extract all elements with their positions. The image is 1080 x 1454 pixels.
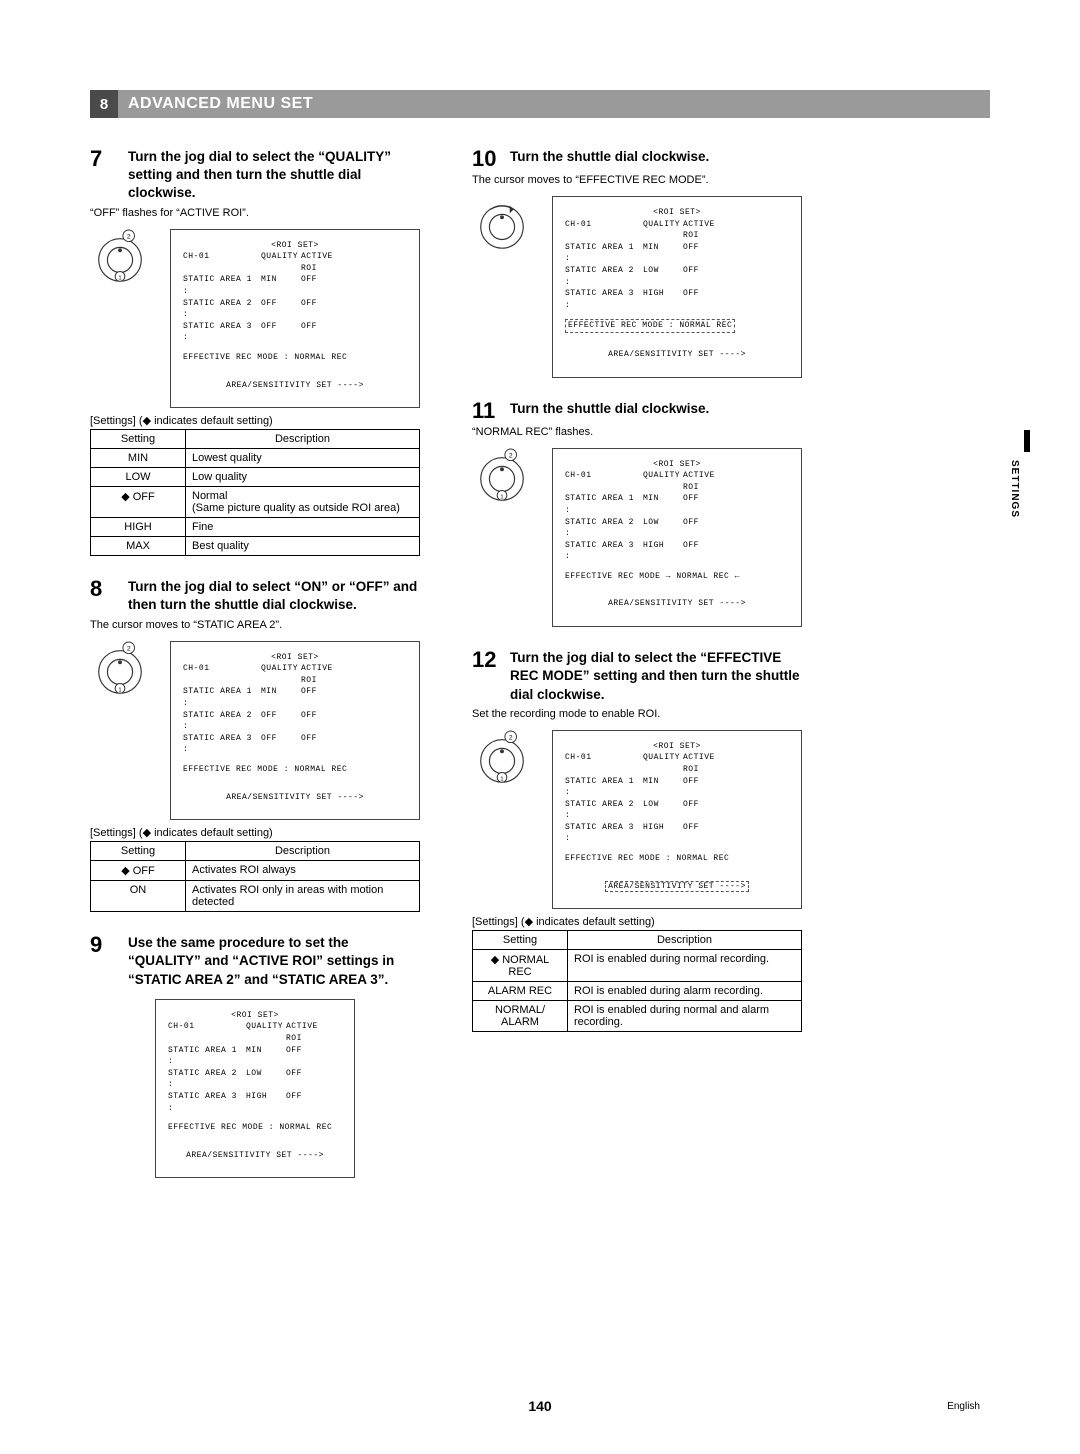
section-title: ADVANCED MENU SET [128, 95, 313, 113]
settings-table-8: SettingDescription ◆ OFFActivates ROI al… [90, 841, 420, 912]
svg-text:1: 1 [500, 776, 503, 782]
lcd-screen: <ROI SET> CH-01QUALITYACTIVE ROI STATIC … [552, 448, 802, 628]
step-description: The cursor moves to “EFFECTIVE REC MODE”… [472, 174, 802, 186]
step-12: 12 Turn the jog dial to select the “EFFE… [472, 649, 802, 1032]
step-number: 12 [472, 649, 500, 671]
table-caption: [Settings] (◆ indicates default setting) [472, 915, 802, 928]
right-column: 10 Turn the shuttle dial clockwise. The … [472, 148, 802, 1200]
jog-dial-icon: 21 [472, 730, 532, 788]
step-title: Turn the jog dial to select the “QUALITY… [128, 148, 420, 203]
svg-text:1: 1 [118, 275, 121, 281]
jog-dial-icon: 21 [90, 641, 150, 699]
lcd-screen: <ROI SET> CH-01QUALITYACTIVE ROI STATIC … [552, 730, 802, 910]
lcd-screen: <ROI SET> CH-01QUALITYACTIVE ROI STATIC … [155, 999, 355, 1179]
lcd-screen: <ROI SET> CH-01QUALITYACTIVE ROI STATIC … [170, 229, 420, 409]
language-label: English [947, 1401, 980, 1412]
step-number: 10 [472, 148, 500, 170]
page-number: 140 [0, 1398, 1080, 1414]
table-caption: [Settings] (◆ indicates default setting) [90, 414, 420, 427]
table-caption: [Settings] (◆ indicates default setting) [90, 826, 420, 839]
svg-text:1: 1 [500, 494, 503, 500]
jog-dial-icon: 21 [472, 448, 532, 506]
step-title: Turn the jog dial to select “ON” or “OFF… [128, 578, 420, 614]
shuttle-dial-icon [472, 196, 532, 254]
settings-table-7: SettingDescription MINLowest quality LOW… [90, 429, 420, 556]
step-description: Set the recording mode to enable ROI. [472, 708, 802, 720]
step-title: Use the same procedure to set the “QUALI… [128, 934, 420, 989]
step-number: 7 [90, 148, 118, 170]
step-title: Turn the shuttle dial clockwise. [510, 400, 709, 418]
svg-text:2: 2 [509, 452, 513, 459]
svg-text:2: 2 [509, 734, 513, 741]
step-title: Turn the shuttle dial clockwise. [510, 148, 709, 166]
step-10: 10 Turn the shuttle dial clockwise. The … [472, 148, 802, 378]
lcd-screen: <ROI SET> CH-01QUALITYACTIVE ROI STATIC … [552, 196, 802, 378]
jog-dial-icon: 21 [90, 229, 150, 287]
svg-text:1: 1 [118, 687, 121, 693]
settings-table-12: SettingDescription ◆ NORMAL RECROI is en… [472, 930, 802, 1032]
left-column: 7 Turn the jog dial to select the “QUALI… [90, 148, 420, 1200]
step-description: The cursor moves to “STATIC AREA 2”. [90, 619, 420, 631]
step-description: “OFF” flashes for “ACTIVE ROI”. [90, 207, 420, 219]
section-number: 8 [90, 90, 118, 118]
step-number: 8 [90, 578, 118, 600]
lcd-screen: <ROI SET> CH-01QUALITYACTIVE ROI STATIC … [170, 641, 420, 821]
step-8: 8 Turn the jog dial to select “ON” or “O… [90, 578, 420, 912]
side-tab: SETTINGS [1009, 460, 1020, 518]
step-title: Turn the jog dial to select the “EFFECTI… [510, 649, 802, 704]
step-11: 11 Turn the shuttle dial clockwise. “NOR… [472, 400, 802, 628]
svg-text:2: 2 [127, 645, 131, 652]
step-description: “NORMAL REC” flashes. [472, 426, 802, 438]
svg-text:2: 2 [127, 233, 131, 240]
step-9: 9 Use the same procedure to set the “QUA… [90, 934, 420, 1178]
step-number: 9 [90, 934, 118, 956]
step-7: 7 Turn the jog dial to select the “QUALI… [90, 148, 420, 556]
side-tab-marker [1024, 430, 1030, 452]
step-number: 11 [472, 400, 500, 422]
section-header: 8 ADVANCED MENU SET [90, 90, 990, 118]
